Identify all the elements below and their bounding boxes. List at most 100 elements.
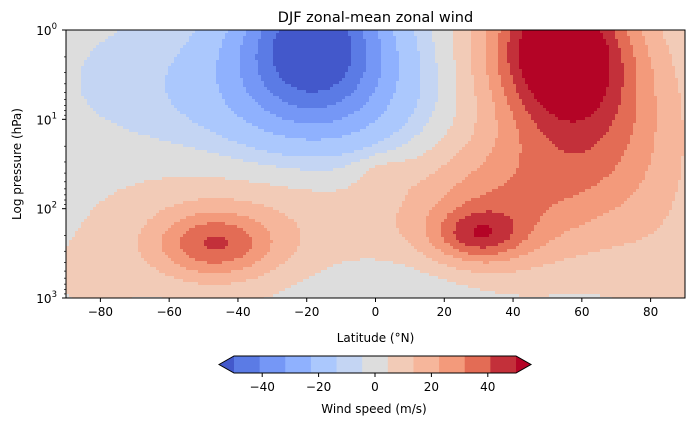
- contour-cell: [609, 66, 625, 70]
- contour-cell: [66, 114, 100, 118]
- contour-cell: [420, 69, 439, 73]
- contour-cell: [435, 51, 454, 55]
- contour-cell: [396, 219, 427, 223]
- contour-cell: [495, 105, 511, 109]
- contour-cell: [381, 42, 397, 46]
- contour-cell: [450, 189, 493, 193]
- contour-cell: [519, 48, 610, 52]
- contour-cell: [486, 69, 499, 73]
- contour-cell: [252, 201, 403, 205]
- contour-cell: [144, 225, 172, 229]
- contour-cell: [222, 261, 256, 265]
- contour-cell: [333, 120, 376, 124]
- contour-cell: [636, 87, 655, 91]
- contour-cell: [216, 78, 244, 82]
- contour-cell: [432, 36, 454, 40]
- contour-cell: [498, 45, 508, 49]
- contour-cell: [174, 276, 259, 280]
- contour-cell: [243, 39, 259, 43]
- contour-cell: [207, 150, 268, 154]
- contour-cell: [171, 258, 196, 262]
- contour-cell: [66, 276, 175, 280]
- contour-cell: [396, 42, 418, 46]
- contour-cell: [585, 222, 664, 226]
- contour-cell: [345, 72, 364, 76]
- contour-cell: [465, 177, 511, 181]
- contour-cell: [492, 99, 508, 103]
- contour-cell: [168, 93, 223, 97]
- contour-cell: [393, 132, 421, 136]
- contour-cell: [354, 111, 385, 115]
- contour-cell: [240, 51, 259, 55]
- contour-cell: [273, 132, 352, 136]
- contour-cell: [417, 102, 436, 106]
- contour-cell: [399, 210, 430, 214]
- contour-cell: [600, 294, 685, 298]
- contour-cell: [609, 129, 634, 133]
- contour-cell: [456, 90, 475, 94]
- contour-cell: [276, 69, 349, 73]
- contour-cell: [435, 48, 454, 52]
- contour-cell: [192, 33, 226, 37]
- contour-cell: [504, 240, 523, 244]
- contour-cell: [444, 240, 460, 244]
- contour-cell: [465, 144, 496, 148]
- contour-cell: [534, 228, 571, 232]
- contour-cell: [138, 249, 163, 253]
- contour-cell: [480, 165, 520, 169]
- contour-cell: [657, 105, 682, 109]
- contour-cell: [438, 66, 457, 70]
- contour-cell: [186, 216, 250, 220]
- contour-cell: [456, 66, 472, 70]
- contour-cell: [651, 159, 682, 163]
- contour-cell: [507, 51, 520, 55]
- contour-cell: [417, 39, 433, 43]
- contour-cell: [408, 192, 448, 196]
- contour-cell: [624, 201, 673, 205]
- contour-cell: [432, 147, 463, 151]
- contour-cell: [420, 87, 439, 91]
- contour-cell: [624, 78, 637, 82]
- contour-cell: [165, 84, 220, 88]
- contour-cell: [66, 252, 142, 256]
- contour-cell: [159, 210, 280, 214]
- contour-cell: [579, 192, 634, 196]
- contour-cell: [678, 189, 685, 193]
- contour-cell: [492, 231, 514, 235]
- contour-cell: [216, 75, 241, 79]
- contour-cell: [375, 153, 424, 157]
- contour-cell: [168, 66, 217, 70]
- contour-cell: [438, 93, 457, 97]
- contour-cell: [651, 153, 685, 157]
- contour-cell: [636, 111, 658, 115]
- contour-cell: [387, 162, 448, 166]
- contour-cell: [240, 72, 259, 76]
- contour-cell: [198, 282, 232, 286]
- contour-cell: [294, 219, 397, 223]
- contour-cell: [66, 153, 220, 157]
- contour-cell: [486, 48, 499, 52]
- contour-cell: [297, 282, 457, 286]
- contour-cell: [243, 228, 268, 232]
- contour-cell: [516, 84, 529, 88]
- contour-cell: [498, 48, 508, 52]
- contour-cell: [246, 279, 304, 283]
- contour-cell: [114, 192, 409, 196]
- contour-cell: [165, 207, 274, 211]
- contour-cell: [402, 144, 436, 148]
- contour-cell: [264, 129, 361, 133]
- contour-cell: [420, 75, 439, 79]
- contour-cell: [603, 36, 616, 40]
- contour-cell: [591, 186, 640, 190]
- contour-cell: [519, 255, 577, 259]
- contour-cell: [447, 216, 466, 220]
- contour-cell: [399, 66, 421, 70]
- contour-cell: [522, 102, 541, 106]
- contour-cell: [636, 102, 658, 106]
- contour-cell: [438, 81, 457, 85]
- contour-cell: [636, 81, 655, 85]
- contour-cell: [657, 102, 682, 106]
- contour-cell: [615, 168, 649, 172]
- contour-cell: [462, 180, 508, 184]
- contour-cell: [345, 165, 376, 169]
